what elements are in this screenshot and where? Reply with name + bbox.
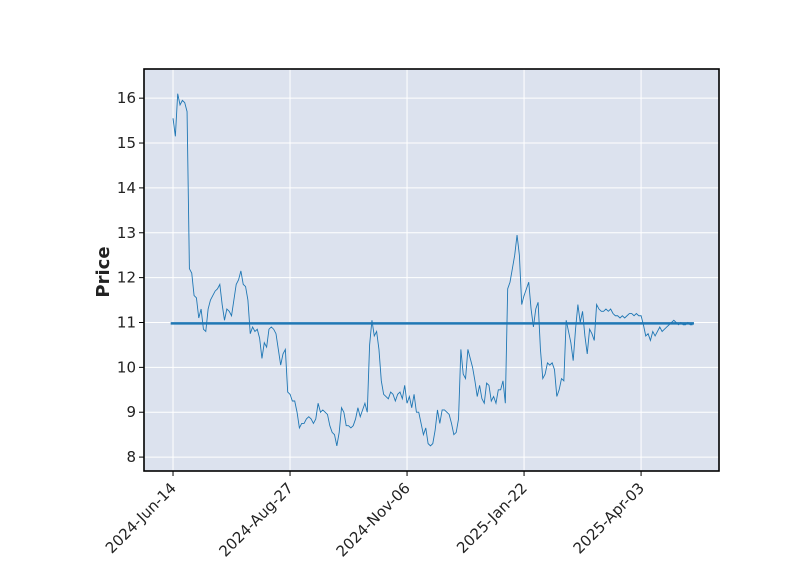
- y-tick-label: 12: [117, 269, 136, 287]
- y-tick-label: 10: [117, 358, 136, 376]
- x-tick-label: 2025-Jan-22: [453, 479, 531, 557]
- y-tick-label: 11: [117, 313, 136, 331]
- x-tick-label: 2024-Jun-14: [102, 479, 180, 557]
- x-tick-label: 2024-Aug-27: [216, 479, 297, 560]
- price-line: [172, 93, 693, 447]
- y-tick-label: 14: [117, 179, 136, 197]
- y-tick-label: 8: [126, 448, 136, 466]
- x-tick-label: 2024-Nov-06: [333, 479, 414, 560]
- plot-frame: [143, 68, 720, 472]
- y-tick-label: 16: [117, 89, 136, 107]
- plot-area: [144, 69, 719, 471]
- y-axis-label: Price: [93, 246, 114, 297]
- y-tick-label: 13: [117, 224, 136, 242]
- x-tick-label: 2025-Apr-03: [570, 479, 648, 557]
- y-tick-label: 9: [126, 403, 136, 421]
- y-tick-label: 15: [117, 134, 136, 152]
